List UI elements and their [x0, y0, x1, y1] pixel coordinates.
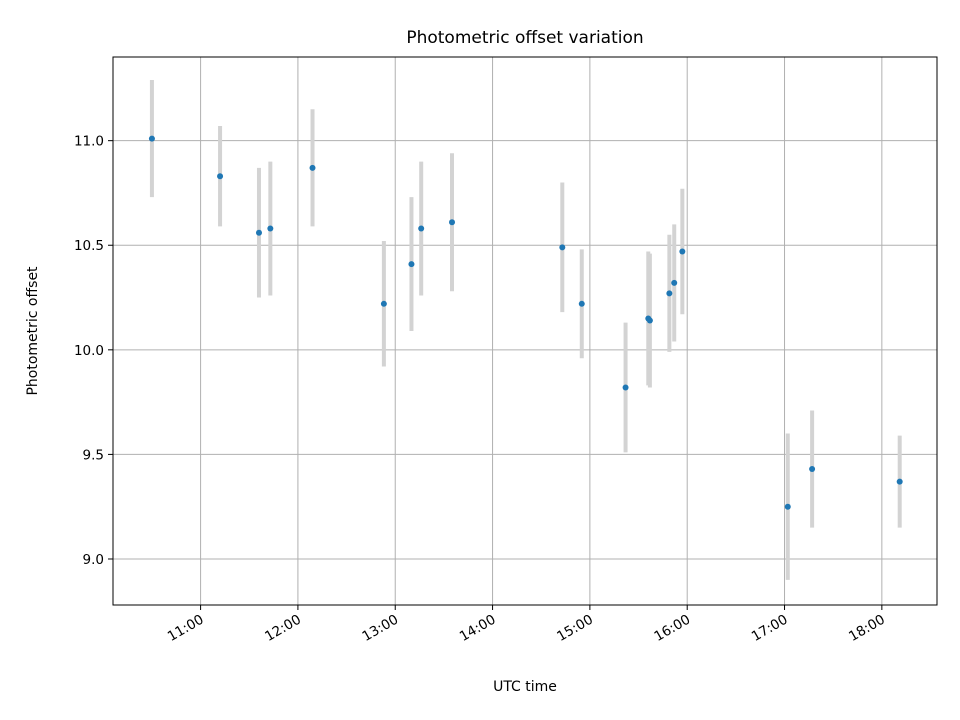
data-point: [784, 503, 791, 510]
x-tick-label: 18:00: [846, 612, 888, 645]
y-axis-label: Photometric offset: [25, 266, 41, 396]
point-layer: [148, 135, 903, 510]
chart-title: Photometric offset variation: [406, 28, 643, 48]
y-tick-label: 10.5: [74, 238, 104, 254]
plot-frame: [112, 56, 938, 606]
data-point: [578, 300, 585, 307]
x-tick-label: 14:00: [457, 612, 499, 645]
data-point: [408, 261, 415, 268]
plot-background: [113, 57, 937, 605]
data-point: [622, 384, 629, 391]
x-tick-label: 17:00: [749, 612, 791, 645]
data-point: [148, 135, 155, 142]
data-point: [217, 173, 224, 180]
data-point: [255, 229, 262, 236]
data-point: [896, 478, 903, 485]
data-point: [267, 225, 274, 232]
y-tick-label: 11.0: [74, 134, 104, 150]
data-point: [380, 300, 387, 307]
data-point: [559, 244, 566, 251]
data-point: [666, 290, 673, 297]
y-tick-label: 9.5: [83, 447, 104, 463]
data-point: [671, 279, 678, 286]
y-tick-label: 9.0: [83, 552, 104, 568]
data-point: [418, 225, 425, 232]
data-point: [646, 317, 653, 324]
x-tick-label: 11:00: [165, 612, 207, 645]
data-point: [449, 219, 456, 226]
data-point: [809, 466, 816, 473]
x-tick-label: 15:00: [554, 612, 596, 645]
x-tick-label: 13:00: [360, 612, 402, 645]
x-axis-label: UTC time: [493, 679, 557, 695]
x-tick-label: 12:00: [262, 612, 304, 645]
x-tick-label: 16:00: [652, 612, 694, 645]
y-tick-label: 10.0: [74, 343, 104, 359]
data-point: [679, 248, 686, 255]
grid-layer: [113, 57, 937, 605]
data-point: [309, 164, 316, 171]
